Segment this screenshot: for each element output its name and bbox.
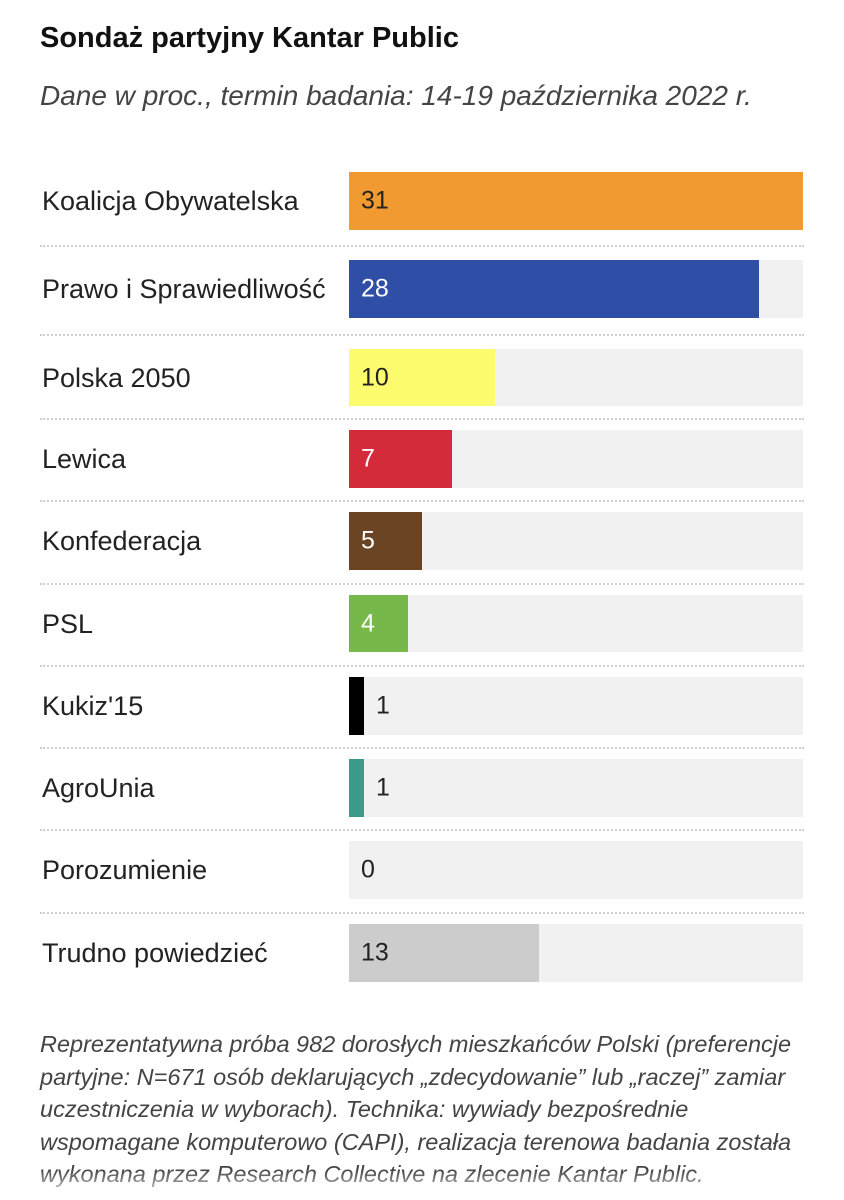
bar [349, 512, 422, 570]
category-label: Porozumienie [42, 855, 208, 885]
bar-track: 0 [349, 841, 803, 899]
bar [349, 759, 364, 817]
bar [349, 595, 408, 652]
bar-row: AgroUnia 1 [0, 759, 844, 817]
bar-row: Prawo i Sprawiedliwość 28 [0, 260, 844, 318]
bar-track: 31 [349, 172, 803, 230]
value-label: 31 [361, 186, 389, 215]
category-label: Prawo i Sprawiedliwość [42, 274, 326, 304]
value-label: 7 [361, 444, 375, 473]
category-label: Konfederacja [42, 526, 202, 556]
footnote: Reprezentatywna próba 982 dorosłych mies… [40, 1031, 792, 1187]
bar-track: 7 [349, 430, 803, 488]
bar-track: 28 [349, 260, 803, 318]
bar-track: 1 [349, 759, 803, 817]
value-label: 5 [361, 526, 375, 555]
category-label: Kukiz'15 [42, 691, 144, 721]
row-separator [40, 912, 804, 914]
bar-row: PSL 4 [0, 595, 844, 652]
bar-row: Koalicja Obywatelska 31 [0, 172, 844, 230]
bar-track: 5 [349, 512, 803, 570]
bar-track: 10 [349, 349, 803, 406]
bar [349, 349, 495, 406]
bar-row: Porozumienie 0 [0, 841, 844, 899]
bar [349, 172, 803, 230]
bar [349, 677, 364, 735]
category-label: Lewica [42, 444, 127, 474]
bar-track: 1 [349, 677, 803, 735]
value-label: 1 [376, 691, 390, 720]
row-separator [40, 334, 804, 336]
bar-row: Polska 2050 10 [0, 349, 844, 406]
value-label: 28 [361, 274, 389, 303]
value-label: 10 [361, 363, 389, 391]
value-label: 1 [376, 773, 390, 802]
bar [349, 260, 759, 318]
bar-track: 4 [349, 595, 803, 652]
value-label: 4 [361, 609, 375, 637]
bar [349, 430, 452, 488]
bar [349, 924, 539, 982]
row-separator [40, 747, 804, 749]
category-label: Koalicja Obywatelska [42, 186, 299, 216]
value-label: 13 [361, 938, 389, 967]
chart-subtitle: Dane w proc., termin badania: 14-19 paźd… [40, 80, 752, 111]
row-separator [40, 583, 804, 585]
bottom-fade [0, 1170, 844, 1200]
row-separator [40, 829, 804, 831]
category-label: Polska 2050 [42, 362, 191, 393]
category-label: Trudno powiedzieć [42, 938, 268, 968]
row-separator [40, 500, 804, 502]
row-separator [40, 665, 804, 667]
value-label: 0 [361, 855, 375, 884]
bar-row: Lewica 7 [0, 430, 844, 488]
chart-title: Sondaż partyjny Kantar Public [40, 22, 459, 54]
row-separator [40, 245, 804, 247]
bar-row: Kukiz'15 1 [0, 677, 844, 735]
bar-row: Konfederacja 5 [0, 512, 844, 570]
category-label: PSL [42, 608, 94, 639]
row-separator [40, 418, 804, 420]
bar-row: Trudno powiedzieć 13 [0, 924, 844, 982]
category-label: AgroUnia [42, 773, 155, 803]
bar-track: 13 [349, 924, 803, 982]
